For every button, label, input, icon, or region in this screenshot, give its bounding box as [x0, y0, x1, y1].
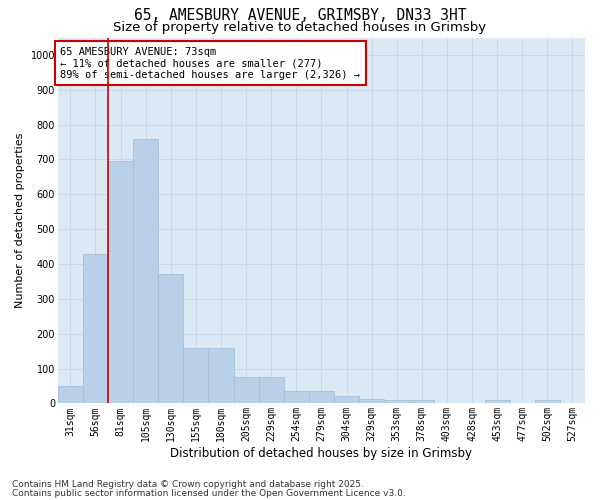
- Bar: [158, 274, 184, 404]
- Bar: [485, 400, 509, 404]
- Text: Contains public sector information licensed under the Open Government Licence v3: Contains public sector information licen…: [12, 489, 406, 498]
- Bar: [108, 161, 133, 404]
- X-axis label: Distribution of detached houses by size in Grimsby: Distribution of detached houses by size …: [170, 447, 472, 460]
- Text: Size of property relative to detached houses in Grimsby: Size of property relative to detached ho…: [113, 21, 487, 34]
- Bar: [284, 391, 309, 404]
- Bar: [259, 378, 284, 404]
- Bar: [384, 400, 409, 404]
- Bar: [233, 378, 259, 404]
- Text: 65 AMESBURY AVENUE: 73sqm
← 11% of detached houses are smaller (277)
89% of semi: 65 AMESBURY AVENUE: 73sqm ← 11% of detac…: [61, 46, 361, 80]
- Bar: [334, 396, 359, 404]
- Bar: [535, 400, 560, 404]
- Bar: [58, 386, 83, 404]
- Text: Contains HM Land Registry data © Crown copyright and database right 2025.: Contains HM Land Registry data © Crown c…: [12, 480, 364, 489]
- Bar: [133, 138, 158, 404]
- Bar: [184, 348, 208, 404]
- Bar: [409, 400, 434, 404]
- Bar: [208, 348, 233, 404]
- Bar: [309, 391, 334, 404]
- Text: 65, AMESBURY AVENUE, GRIMSBY, DN33 3HT: 65, AMESBURY AVENUE, GRIMSBY, DN33 3HT: [134, 8, 466, 22]
- Bar: [83, 254, 108, 404]
- Bar: [359, 399, 384, 404]
- Y-axis label: Number of detached properties: Number of detached properties: [15, 133, 25, 308]
